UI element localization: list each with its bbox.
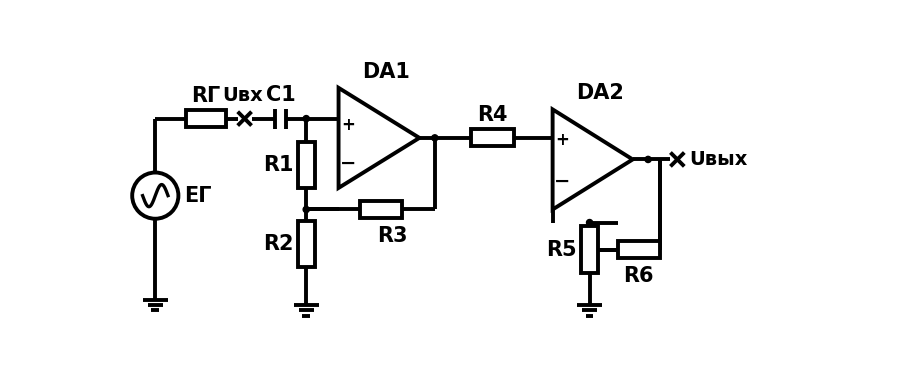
Text: R2: R2	[263, 234, 293, 254]
Text: R3: R3	[377, 226, 407, 246]
Text: RГ: RГ	[191, 86, 220, 105]
Text: Uвх: Uвх	[222, 86, 263, 105]
Circle shape	[432, 135, 437, 141]
Text: +: +	[340, 116, 354, 134]
Bar	[470, 129, 513, 146]
Text: −: −	[553, 172, 570, 191]
Circle shape	[586, 219, 592, 226]
Text: R6: R6	[623, 266, 654, 286]
Polygon shape	[552, 110, 632, 210]
Text: EГ: EГ	[184, 186, 212, 206]
Circle shape	[645, 157, 650, 163]
Circle shape	[303, 116, 309, 122]
Text: R1: R1	[263, 155, 293, 175]
Circle shape	[303, 207, 309, 213]
Circle shape	[132, 172, 178, 219]
Text: C1: C1	[265, 85, 295, 105]
Text: −: −	[340, 154, 356, 173]
Bar	[186, 110, 226, 127]
Text: R4: R4	[477, 105, 507, 125]
Bar	[581, 226, 598, 273]
Bar	[617, 241, 659, 258]
Bar	[359, 201, 402, 218]
Text: Uвых: Uвых	[689, 150, 747, 169]
Polygon shape	[339, 88, 419, 188]
Text: R5: R5	[545, 240, 576, 260]
Text: DA1: DA1	[361, 62, 409, 81]
Bar	[297, 221, 314, 267]
Bar	[297, 142, 314, 188]
Text: DA2: DA2	[575, 83, 623, 103]
Text: +: +	[554, 131, 568, 149]
